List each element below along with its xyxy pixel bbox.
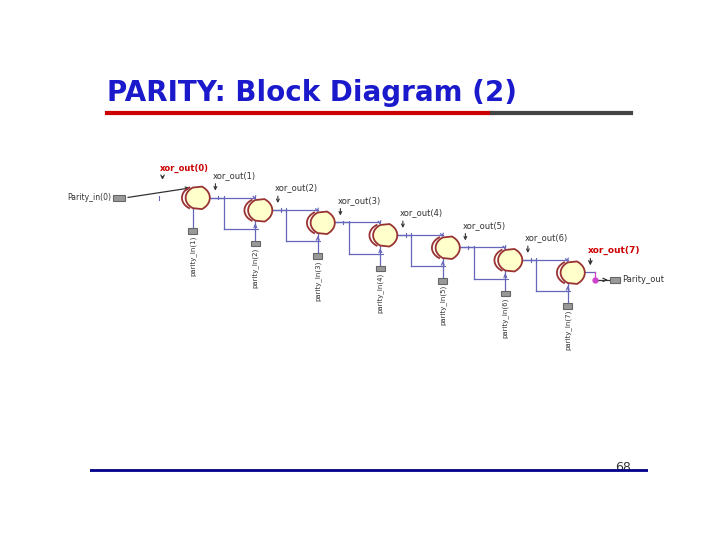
Text: xor_out(1): xor_out(1) [212, 171, 256, 180]
Text: xor_out(5): xor_out(5) [462, 221, 505, 230]
Polygon shape [186, 187, 210, 209]
Text: parity_In(1): parity_In(1) [189, 235, 197, 275]
Polygon shape [373, 224, 397, 247]
Bar [313, 253, 323, 259]
Text: xor_out(2): xor_out(2) [275, 184, 318, 193]
Polygon shape [436, 237, 460, 259]
Bar [611, 277, 621, 283]
Text: 68: 68 [616, 461, 631, 474]
Text: xor_out(0): xor_out(0) [160, 164, 209, 173]
Bar [438, 278, 447, 284]
Text: parity_In(2): parity_In(2) [252, 248, 258, 288]
Bar [501, 291, 510, 296]
Text: PARITY: Block Diagram (2): PARITY: Block Diagram (2) [107, 79, 517, 107]
Text: parity_In(5): parity_In(5) [439, 285, 446, 325]
Bar [376, 266, 384, 271]
Text: xor_out(3): xor_out(3) [338, 196, 381, 205]
Bar [189, 228, 197, 234]
Bar [563, 303, 572, 308]
Text: xor_out(7): xor_out(7) [588, 246, 640, 255]
Text: parity_In(3): parity_In(3) [315, 260, 321, 300]
Polygon shape [498, 249, 522, 272]
Text: Parity_in(0): Parity_in(0) [67, 193, 111, 202]
Text: parity_In(4): parity_In(4) [377, 273, 384, 313]
Bar [113, 195, 125, 201]
Text: Parity_out: Parity_out [622, 275, 664, 285]
Polygon shape [561, 261, 585, 284]
Text: xor_out(6): xor_out(6) [525, 233, 568, 242]
Bar [251, 241, 260, 246]
Polygon shape [248, 199, 272, 221]
Text: parity_In(6): parity_In(6) [502, 298, 509, 338]
Polygon shape [310, 212, 335, 234]
Text: parity_In(7): parity_In(7) [564, 310, 571, 350]
Text: xor_out(4): xor_out(4) [400, 208, 444, 218]
